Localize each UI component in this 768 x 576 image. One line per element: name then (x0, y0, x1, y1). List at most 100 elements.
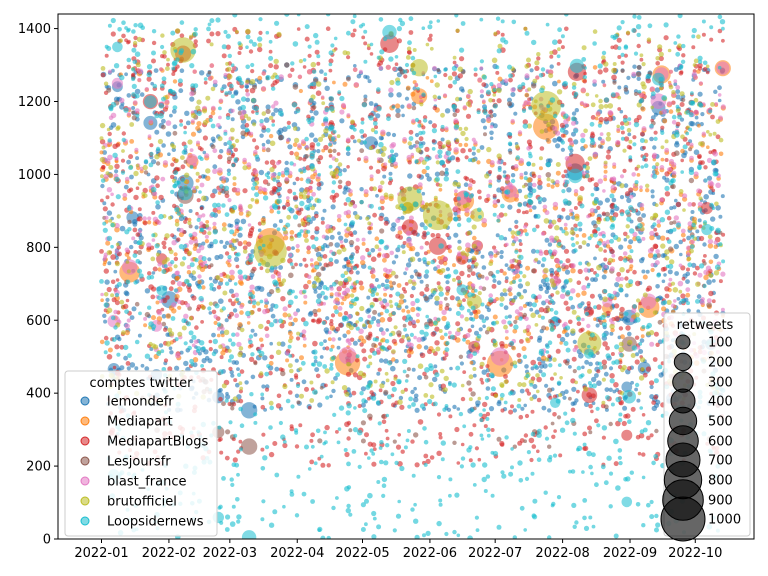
data-point (313, 359, 318, 364)
data-point (299, 207, 304, 212)
data-point (477, 457, 482, 462)
data-point (107, 131, 112, 137)
data-point (125, 298, 130, 303)
data-point (352, 203, 358, 209)
data-point (510, 92, 516, 97)
data-point (657, 319, 663, 325)
data-point (250, 268, 256, 274)
data-point (140, 363, 145, 368)
data-point (289, 236, 295, 242)
data-point (176, 237, 181, 242)
data-point (663, 35, 669, 41)
data-point (190, 131, 197, 137)
data-point (544, 210, 550, 216)
data-point (583, 267, 589, 273)
data-point (571, 356, 577, 362)
data-point (341, 247, 347, 252)
data-point (294, 358, 299, 363)
data-point (473, 140, 478, 145)
data-point (711, 299, 716, 304)
data-point (581, 285, 587, 291)
data-point (579, 186, 585, 192)
data-point (367, 354, 373, 359)
data-point (285, 358, 290, 363)
data-point (523, 403, 527, 408)
data-point (469, 311, 474, 316)
data-point (649, 216, 655, 221)
data-point (244, 380, 249, 385)
data-point (468, 458, 473, 463)
data-point (681, 53, 686, 58)
data-point (529, 335, 534, 340)
data-point (151, 315, 156, 321)
data-point (523, 224, 528, 229)
data-point (160, 176, 166, 182)
data-point (706, 279, 712, 285)
data-point (293, 317, 298, 323)
data-point (675, 201, 682, 208)
data-point (194, 325, 199, 330)
data-point (398, 299, 405, 305)
data-point (170, 143, 175, 148)
data-point (619, 195, 625, 200)
data-point (645, 366, 652, 372)
data-point (601, 435, 607, 440)
data-point (477, 77, 483, 83)
data-point (476, 148, 481, 153)
data-point (236, 367, 240, 371)
data-point (383, 192, 389, 198)
data-point (629, 194, 634, 199)
data-point (205, 175, 211, 181)
data-point (568, 396, 572, 401)
data-point (653, 213, 659, 219)
data-point (239, 327, 245, 333)
data-point (662, 118, 668, 124)
data-point (254, 176, 260, 182)
data-point (621, 420, 627, 427)
data-point (379, 311, 384, 316)
data-point (264, 326, 270, 332)
data-point (518, 242, 523, 247)
data-point (328, 242, 334, 247)
data-point (329, 292, 334, 297)
data-point (226, 156, 232, 162)
data-point (409, 256, 416, 262)
data-point (682, 193, 688, 199)
data-point (289, 230, 295, 235)
data-point (380, 180, 385, 185)
data-point (554, 235, 560, 241)
data-point (656, 223, 661, 228)
data-point (195, 178, 200, 183)
data-point (673, 79, 678, 84)
data-point (496, 401, 502, 407)
data-point (106, 210, 113, 216)
data-point (212, 207, 218, 213)
data-point (367, 314, 372, 319)
data-point (410, 439, 415, 444)
data-point (278, 219, 283, 224)
data-point (602, 296, 608, 303)
data-point (382, 253, 387, 258)
data-point (508, 227, 512, 232)
data-point (598, 296, 604, 301)
data-point (302, 232, 309, 239)
data-point (174, 158, 179, 163)
data-point (674, 198, 678, 203)
data-point (164, 104, 169, 109)
data-point (552, 412, 557, 417)
data-point (652, 155, 657, 160)
data-point (525, 337, 530, 342)
data-point (547, 387, 553, 393)
data-point (207, 76, 213, 81)
data-point (207, 231, 212, 236)
data-point (465, 246, 471, 253)
data-point (457, 299, 463, 305)
data-point (515, 273, 521, 279)
data-point (168, 249, 174, 255)
data-point (245, 85, 249, 89)
data-point (555, 130, 561, 136)
data-point (218, 344, 223, 350)
data-point (219, 149, 224, 154)
data-point (165, 313, 172, 319)
data-point (132, 40, 138, 46)
